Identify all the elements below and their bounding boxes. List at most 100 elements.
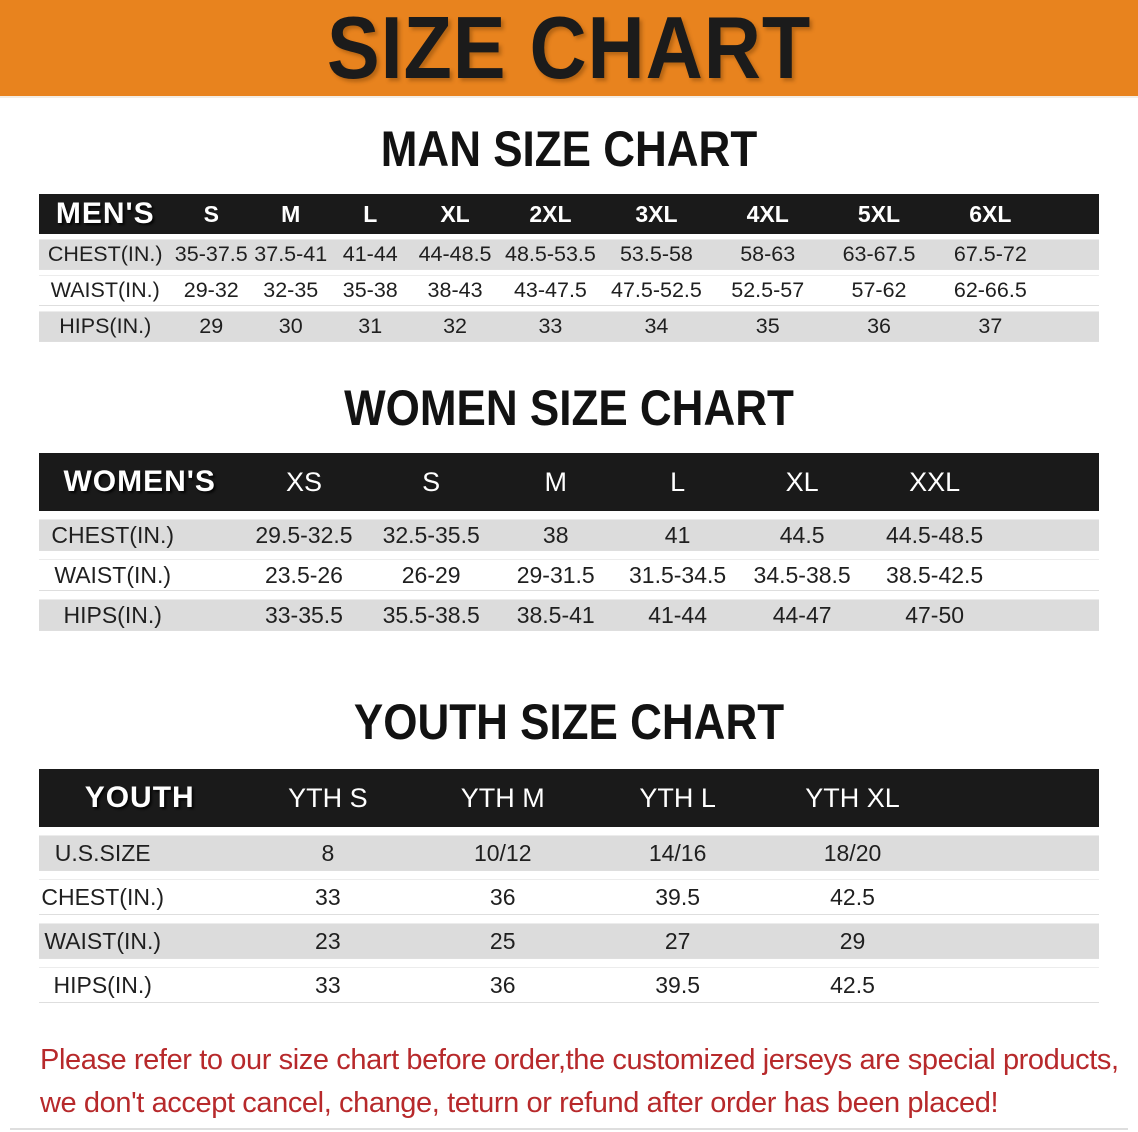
- size-value-cell: 38-43: [410, 275, 501, 306]
- measurement-row: WAIST(IN.) 29-32 32-35 35-38 38-43 43-47…: [39, 275, 1099, 306]
- size-value-cell: 35.5-38.5: [367, 599, 495, 631]
- men-header-row: MEN'S S M L XL 2XL 3XL 4XL 5XL 6XL: [39, 194, 1099, 234]
- row-label: HIPS(IN.): [39, 967, 241, 1003]
- size-value-cell: 33: [240, 967, 416, 1003]
- size-value-cell: 67.5-72: [934, 239, 1046, 270]
- size-value-cell: 27: [590, 923, 766, 959]
- measurement-row: WAIST(IN.) 23.5-26 26-29 29-31.5 31.5-34…: [39, 559, 1099, 591]
- youth-table-corner-label: YOUTH: [39, 769, 241, 827]
- row-label: CHEST(IN.): [39, 879, 241, 915]
- size-value-cell: 38.5-41: [494, 599, 617, 631]
- row-filler: [1003, 559, 1099, 591]
- row-label: WAIST(IN.): [39, 559, 241, 591]
- youth-header-row: YOUTH YTH S YTH M YTH L YTH XL: [39, 769, 1099, 827]
- size-column-header: 5XL: [823, 194, 935, 234]
- size-value-cell: 47.5-52.5: [600, 275, 713, 306]
- row-filler: [1045, 239, 1099, 270]
- size-value-cell: 38: [494, 519, 617, 551]
- size-value-cell: 57-62: [823, 275, 935, 306]
- size-column-header: XS: [240, 453, 368, 511]
- disclaimer-line-1: Please refer to our size chart before or…: [40, 1044, 1119, 1076]
- size-column-header: YTH L: [590, 769, 766, 827]
- size-value-cell: 29-32: [171, 275, 251, 306]
- size-column-header: 4XL: [712, 194, 824, 234]
- header-filler: [1045, 194, 1099, 234]
- youth-section-heading: YOUTH SIZE CHART: [353, 694, 785, 750]
- size-value-cell: 47-50: [865, 599, 1004, 631]
- size-value-cell: 48.5-53.5: [500, 239, 601, 270]
- size-value-cell: 42.5: [765, 879, 940, 915]
- measurement-row: HIPS(IN.) 33 36 39.5 42.5: [39, 967, 1099, 1003]
- size-value-cell: 39.5: [590, 879, 766, 915]
- size-value-cell: 26-29: [367, 559, 495, 591]
- men-size-table: MEN'S S M L XL 2XL 3XL 4XL 5XL 6XL CHEST…: [39, 189, 1099, 347]
- size-value-cell: 36: [415, 879, 591, 915]
- header-filler: [939, 769, 1099, 827]
- size-value-cell: 30: [251, 311, 331, 342]
- measurement-row: WAIST(IN.) 23 25 27 29: [39, 923, 1099, 959]
- size-value-cell: 31.5-34.5: [616, 559, 739, 591]
- bottom-edge-divider: [10, 1128, 1128, 1130]
- measurement-row: U.S.SIZE 8 10/12 14/16 18/20: [39, 835, 1099, 871]
- size-column-header: YTH XL: [765, 769, 940, 827]
- row-filler: [939, 835, 1099, 871]
- row-filler: [939, 923, 1099, 959]
- row-filler: [1003, 519, 1099, 551]
- size-column-header: S: [367, 453, 495, 511]
- measurement-row: CHEST(IN.) 35-37.5 37.5-41 41-44 44-48.5…: [39, 239, 1099, 270]
- size-column-header: XXL: [865, 453, 1004, 511]
- size-value-cell: 29: [171, 311, 251, 342]
- size-value-cell: 18/20: [765, 835, 940, 871]
- measurement-row: HIPS(IN.) 29 30 31 32 33 34 35 36 37: [39, 311, 1099, 342]
- size-value-cell: 35-37.5: [171, 239, 251, 270]
- size-column-header: L: [616, 453, 739, 511]
- women-size-table: WOMEN'S XS S M L XL XXL CHEST(IN.) 29.5-…: [39, 445, 1099, 639]
- women-table-corner-label: WOMEN'S: [39, 453, 241, 511]
- disclaimer-note: Please refer to our size chart before or…: [40, 1039, 1138, 1125]
- row-label: CHEST(IN.): [39, 519, 241, 551]
- size-value-cell: 29.5-32.5: [240, 519, 368, 551]
- size-column-header: L: [330, 194, 410, 234]
- size-column-header: 6XL: [934, 194, 1046, 234]
- size-value-cell: 37.5-41: [251, 239, 331, 270]
- size-value-cell: 34: [600, 311, 713, 342]
- size-value-cell: 8: [240, 835, 416, 871]
- size-column-header: YTH M: [415, 769, 591, 827]
- size-value-cell: 41: [616, 519, 739, 551]
- size-value-cell: 29: [765, 923, 940, 959]
- row-label: CHEST(IN.): [39, 239, 172, 270]
- size-value-cell: 23: [240, 923, 416, 959]
- size-value-cell: 52.5-57: [712, 275, 824, 306]
- size-column-header: M: [494, 453, 617, 511]
- size-value-cell: 41-44: [330, 239, 410, 270]
- size-value-cell: 44.5: [738, 519, 866, 551]
- row-label: WAIST(IN.): [39, 923, 241, 959]
- size-value-cell: 37: [934, 311, 1046, 342]
- size-value-cell: 34.5-38.5: [738, 559, 866, 591]
- size-column-header: XL: [410, 194, 501, 234]
- size-value-cell: 44-47: [738, 599, 866, 631]
- size-value-cell: 33: [240, 879, 416, 915]
- size-value-cell: 58-63: [712, 239, 824, 270]
- row-filler: [1045, 275, 1099, 306]
- size-column-header: XL: [738, 453, 866, 511]
- women-header-row: WOMEN'S XS S M L XL XXL: [39, 453, 1099, 511]
- size-value-cell: 25: [415, 923, 591, 959]
- size-value-cell: 10/12: [415, 835, 591, 871]
- size-value-cell: 33: [500, 311, 601, 342]
- row-filler: [939, 879, 1099, 915]
- size-value-cell: 63-67.5: [823, 239, 935, 270]
- size-value-cell: 33-35.5: [240, 599, 368, 631]
- size-value-cell: 36: [823, 311, 935, 342]
- measurement-row: CHEST(IN.) 33 36 39.5 42.5: [39, 879, 1099, 915]
- size-value-cell: 44.5-48.5: [865, 519, 1004, 551]
- row-label: HIPS(IN.): [39, 311, 172, 342]
- size-value-cell: 62-66.5: [934, 275, 1046, 306]
- size-value-cell: 36: [415, 967, 591, 1003]
- row-filler: [1003, 599, 1099, 631]
- row-label: HIPS(IN.): [39, 599, 241, 631]
- size-column-header: M: [251, 194, 331, 234]
- size-value-cell: 29-31.5: [494, 559, 617, 591]
- size-value-cell: 32: [410, 311, 501, 342]
- size-value-cell: 32.5-35.5: [367, 519, 495, 551]
